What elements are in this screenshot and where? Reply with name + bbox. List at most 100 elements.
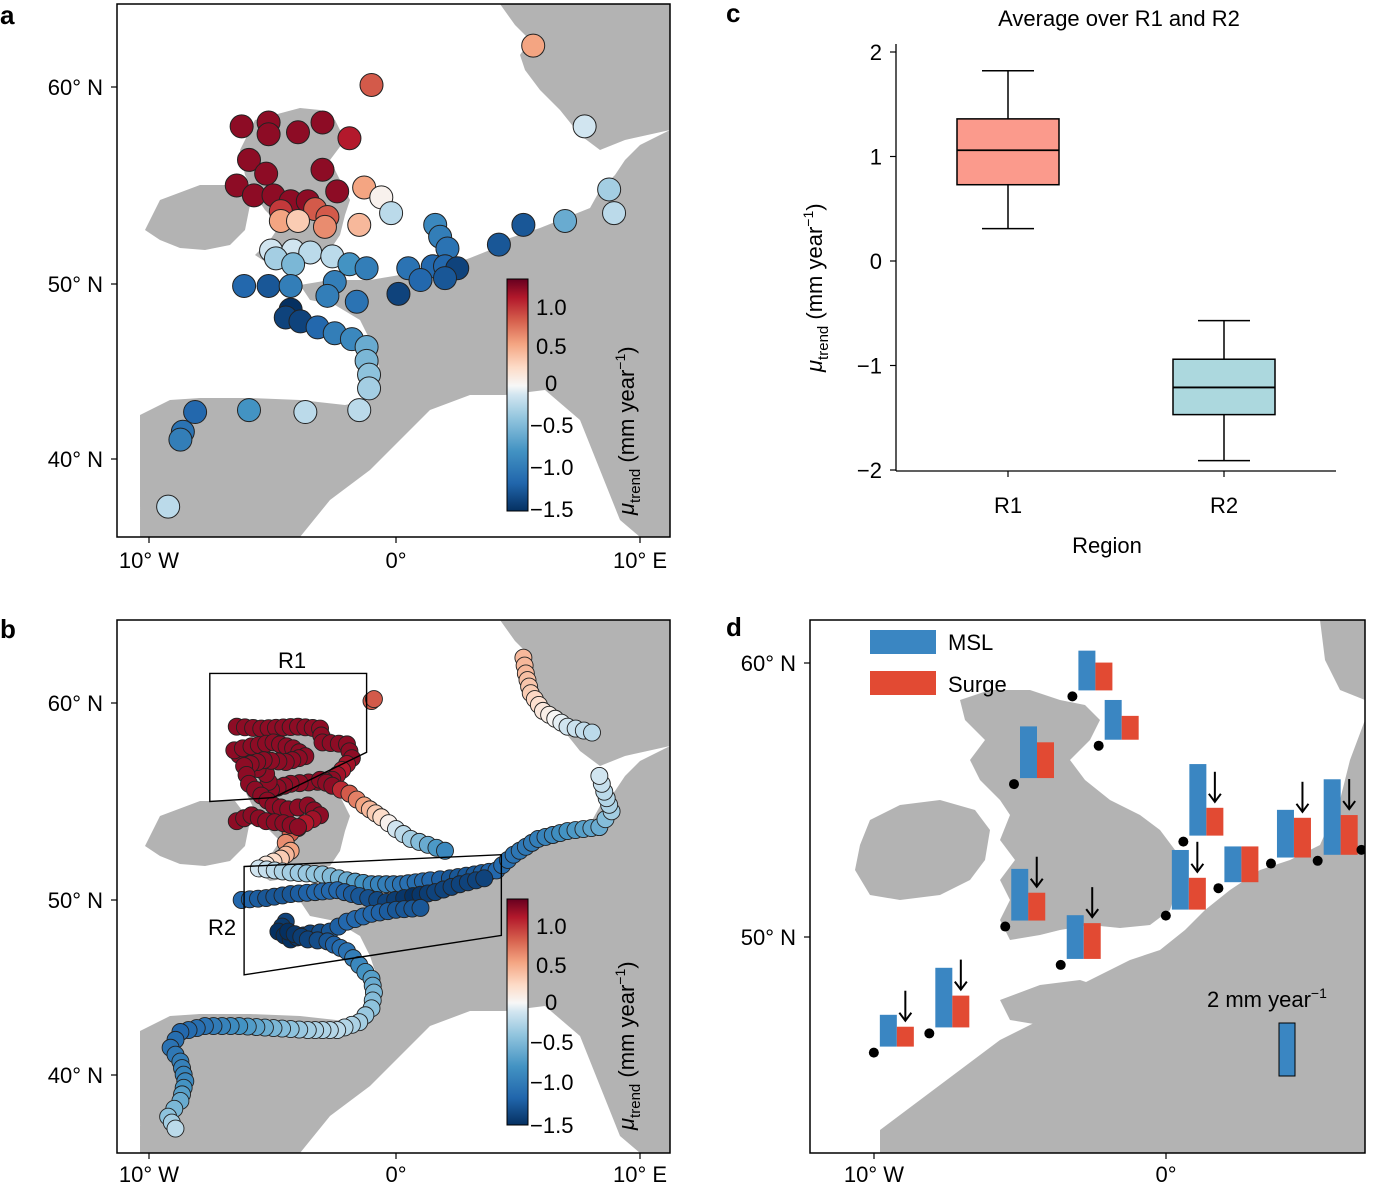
cb-label-units: (mm year	[614, 370, 639, 469]
tide-gauge-dot	[1000, 921, 1011, 932]
lat-tick-60: 60° N	[48, 75, 103, 100]
map-d-land	[855, 620, 1365, 1153]
surge-bar	[896, 1026, 914, 1047]
land-shapes	[140, 4, 670, 537]
station-point	[315, 283, 340, 308]
legend-swatch-surge	[870, 671, 936, 695]
map-b-land	[140, 620, 670, 1153]
scale-label: 2 mm year−1	[1207, 985, 1327, 1012]
panel-label-a: a	[0, 0, 15, 30]
arrow-head	[1342, 800, 1356, 811]
station-point	[278, 273, 303, 298]
continent-land	[140, 130, 670, 537]
cb-tick: −1.5	[530, 1113, 573, 1138]
station-point	[379, 201, 404, 226]
msl-bar	[1189, 764, 1207, 836]
cb-tick: 1.0	[536, 295, 567, 320]
boxes	[956, 70, 1276, 462]
panel-label-b: b	[0, 614, 16, 644]
map-a-xticks: 10° W 0° 10° E	[119, 537, 667, 573]
station-point	[602, 201, 627, 226]
cb-tick: −1.0	[530, 1070, 573, 1095]
iberia-coast-land	[140, 1014, 200, 1126]
map-b-frame	[116, 619, 671, 1154]
station-point	[237, 398, 261, 423]
surge-bar	[1206, 807, 1224, 836]
cb-label-sub: trend	[627, 469, 644, 503]
scotland-england-land	[960, 690, 1180, 940]
surge-bar	[1188, 877, 1206, 910]
cb-tick: 0.5	[536, 334, 567, 359]
colorbar-b-label: μtrend (mm year−1)	[612, 961, 644, 1131]
lat-tick-50: 50° N	[48, 272, 103, 297]
ireland-land	[145, 801, 250, 866]
cb-tick: −1.5	[530, 497, 573, 522]
lon-tick-10e: 10° E	[613, 548, 667, 573]
colorbar-a-ticks: 1.0 0.5 0 −0.5 −1.0 −1.5	[530, 295, 573, 522]
station-point	[156, 494, 181, 519]
msl-bar	[879, 1014, 897, 1047]
msl-bar	[1020, 726, 1037, 779]
lon-tick-10w: 10° W	[119, 1162, 179, 1187]
msl-bar	[1224, 846, 1242, 883]
lat-tick-40: 40° N	[48, 1063, 103, 1088]
scale-d: 2 mm year−1	[1207, 985, 1327, 1077]
lat-tick-40: 40° N	[48, 447, 103, 472]
surge-bar	[952, 995, 970, 1028]
colorbar-a-label: μtrend (mm year−1)	[612, 346, 644, 516]
legend-label-msl: MSL	[948, 630, 993, 655]
station-point	[237, 147, 261, 172]
track-point	[289, 818, 307, 837]
station-point	[553, 208, 578, 233]
track-point	[166, 1119, 185, 1138]
tide-gauge-dot	[924, 1028, 935, 1039]
msl-bar	[1276, 809, 1294, 858]
arrow-head	[1029, 878, 1044, 889]
msl-bar	[1078, 650, 1096, 691]
map-d-frame	[809, 619, 1366, 1154]
station-point	[325, 179, 350, 204]
lon-tick-0: 0°	[385, 548, 406, 573]
surge-bar	[1293, 817, 1311, 858]
ytick-label: 2	[870, 40, 882, 65]
tide-gauge-dot	[1312, 855, 1323, 866]
legend-label-surge: Surge	[948, 672, 1007, 697]
track-point	[590, 766, 609, 785]
surge-bar	[1121, 715, 1139, 740]
panel-d: d 60° N 50° N 10° W 0° MSL Surge	[726, 612, 1366, 1187]
lat-tick-60: 60° N	[741, 651, 796, 676]
station-point	[337, 126, 362, 151]
station-point	[286, 120, 310, 145]
colorbar-a: 1.0 0.5 0 −0.5 −1.0 −1.5 μtrend (mm year…	[506, 278, 644, 522]
ylabel-sup: −1	[800, 211, 816, 227]
station-point	[232, 273, 257, 298]
norway-land	[1320, 620, 1365, 700]
station-point	[486, 232, 511, 257]
norway-land	[500, 620, 670, 766]
ylabel-close: )	[802, 203, 827, 210]
msl-bar	[1323, 779, 1341, 855]
track-point	[583, 723, 601, 742]
scale-label-sup: −1	[1311, 985, 1327, 1001]
ylabel-sub: trend	[815, 326, 832, 360]
ytick-label: −2	[857, 458, 882, 483]
map-b-xticks: 10° W 0° 10° E	[119, 1153, 667, 1187]
arrow-head	[1085, 908, 1100, 919]
tide-gauge-dot	[868, 1047, 879, 1058]
tide-gauge-dot	[1178, 836, 1189, 847]
scale-bar	[1278, 1022, 1296, 1077]
xtick-label: R2	[1210, 493, 1238, 518]
station-point	[354, 256, 379, 281]
msl-bar	[1066, 915, 1084, 959]
scale-label-text: 2 mm year	[1207, 987, 1311, 1012]
ylabel-mu: μ	[802, 360, 827, 373]
ytick-label: 0	[870, 249, 882, 274]
lon-tick-0: 0°	[1155, 1162, 1176, 1187]
track-point	[365, 690, 383, 709]
surge-bar	[1241, 846, 1259, 883]
cb-label-mu: μ	[614, 503, 639, 516]
cb-label-units: (mm year	[614, 985, 639, 1084]
tide-gauge-dot	[1009, 779, 1019, 790]
station-point	[312, 214, 337, 239]
station-point	[310, 110, 335, 135]
